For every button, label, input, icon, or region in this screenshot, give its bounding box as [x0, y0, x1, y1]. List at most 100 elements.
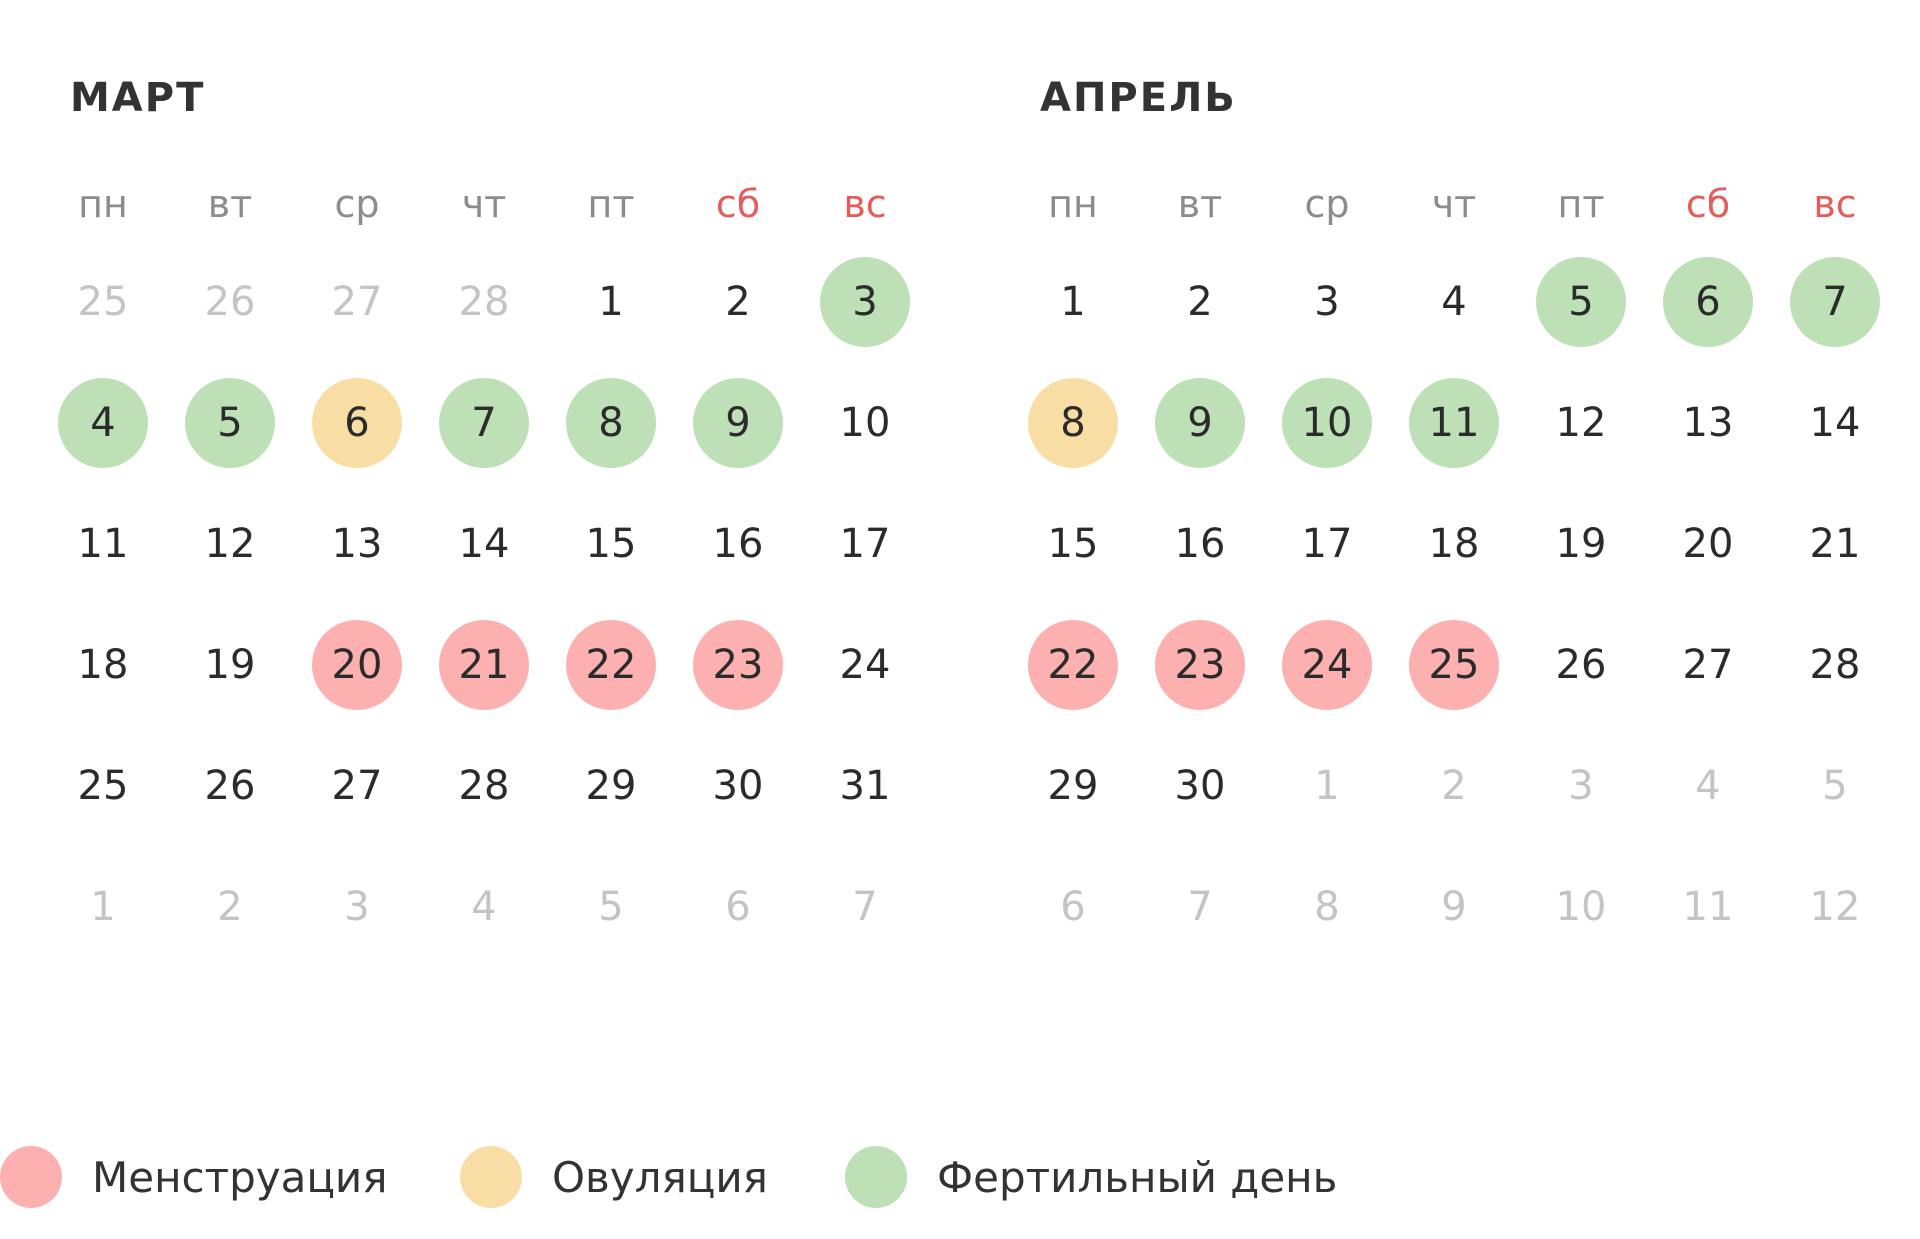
- day-cell[interactable]: 11: [1682, 884, 1734, 930]
- day-cell[interactable]: 20: [1682, 521, 1734, 567]
- day-cell[interactable]: 28: [458, 279, 510, 325]
- day-cell-fertile[interactable]: 8: [566, 378, 656, 468]
- weekday-label: пн: [1048, 182, 1098, 226]
- day-cell[interactable]: 1: [1060, 279, 1086, 325]
- day-cell[interactable]: 4: [1695, 763, 1721, 809]
- day-cell[interactable]: 1: [1314, 763, 1340, 809]
- day-cell-ovulation[interactable]: 8: [1028, 378, 1118, 468]
- legend-swatch-ovulation: [460, 1146, 522, 1208]
- day-cell-fertile[interactable]: 9: [693, 378, 783, 468]
- day-cell[interactable]: 10: [1555, 884, 1607, 930]
- day-cell[interactable]: 28: [1809, 642, 1861, 688]
- day-cell[interactable]: 29: [1047, 763, 1099, 809]
- day-cell[interactable]: 30: [712, 763, 764, 809]
- day-cell[interactable]: 15: [1047, 521, 1099, 567]
- day-cell[interactable]: 26: [204, 279, 256, 325]
- month-title: МАРТ: [70, 75, 206, 121]
- day-cell[interactable]: 10: [839, 400, 891, 446]
- day-cell[interactable]: 8: [1314, 884, 1340, 930]
- day-cell[interactable]: 5: [598, 884, 624, 930]
- day-cell[interactable]: 17: [839, 521, 891, 567]
- day-cell-menstruation[interactable]: 20: [312, 620, 402, 710]
- day-cell[interactable]: 5: [1822, 763, 1848, 809]
- month-0: МАРТ пн вт ср чт пт сб вс 25 26 27 28 1 2 3 4 5 6 7 8 9 10 11 1…: [0, 0, 910, 960]
- weekday-label: пт: [587, 182, 635, 226]
- weekday-label: вт: [1177, 182, 1223, 226]
- day-cell[interactable]: 7: [1187, 884, 1213, 930]
- day-cell-fertile[interactable]: 5: [1536, 257, 1626, 347]
- day-cell-fertile[interactable]: 7: [439, 378, 529, 468]
- day-cell[interactable]: 25: [77, 763, 129, 809]
- day-cell[interactable]: 27: [331, 279, 383, 325]
- day-cell[interactable]: 29: [585, 763, 637, 809]
- day-cell[interactable]: 3: [1568, 763, 1594, 809]
- day-cell[interactable]: 19: [1555, 521, 1607, 567]
- day-cell-menstruation[interactable]: 25: [1409, 620, 1499, 710]
- day-cell-menstruation[interactable]: 23: [1155, 620, 1245, 710]
- day-cell-fertile[interactable]: 6: [1663, 257, 1753, 347]
- day-cell-fertile[interactable]: 10: [1282, 378, 1372, 468]
- day-cell[interactable]: 16: [712, 521, 764, 567]
- day-cell-menstruation[interactable]: 22: [566, 620, 656, 710]
- legend-item-menstruation: Менструация: [0, 1146, 388, 1208]
- day-cell[interactable]: 16: [1174, 521, 1226, 567]
- day-cell[interactable]: 30: [1174, 763, 1226, 809]
- day-cell[interactable]: 9: [1441, 884, 1467, 930]
- day-cell-menstruation[interactable]: 21: [439, 620, 529, 710]
- day-cell[interactable]: 18: [77, 642, 129, 688]
- day-cell[interactable]: 25: [77, 279, 129, 325]
- legend-item-fertile: Фертильный день: [845, 1146, 1337, 1208]
- legend-swatch-fertile: [845, 1146, 907, 1208]
- day-cell[interactable]: 19: [204, 642, 256, 688]
- day-cell[interactable]: 18: [1428, 521, 1480, 567]
- day-cell[interactable]: 7: [852, 884, 878, 930]
- day-cell-menstruation[interactable]: 24: [1282, 620, 1372, 710]
- weekday-label: пт: [1557, 182, 1605, 226]
- day-cell[interactable]: 12: [1555, 400, 1607, 446]
- day-cell[interactable]: 12: [1809, 884, 1861, 930]
- day-cell[interactable]: 13: [331, 521, 383, 567]
- legend-label: Фертильный день: [937, 1152, 1338, 1202]
- day-cell[interactable]: 1: [90, 884, 116, 930]
- weekday-label: чт: [461, 182, 507, 226]
- day-cell[interactable]: 26: [204, 763, 256, 809]
- day-cell[interactable]: 15: [585, 521, 637, 567]
- day-cell[interactable]: 2: [725, 279, 751, 325]
- day-cell[interactable]: 2: [217, 884, 243, 930]
- day-cell-menstruation[interactable]: 23: [693, 620, 783, 710]
- day-cell[interactable]: 26: [1555, 642, 1607, 688]
- day-cell-fertile[interactable]: 9: [1155, 378, 1245, 468]
- day-cell[interactable]: 14: [458, 521, 510, 567]
- day-cell[interactable]: 2: [1187, 279, 1213, 325]
- day-cell-fertile[interactable]: 5: [185, 378, 275, 468]
- day-cell[interactable]: 4: [471, 884, 497, 930]
- day-cell[interactable]: 13: [1682, 400, 1734, 446]
- weekday-label: чт: [1431, 182, 1477, 226]
- day-cell[interactable]: 31: [839, 763, 891, 809]
- day-cell-menstruation[interactable]: 22: [1028, 620, 1118, 710]
- day-cell[interactable]: 3: [344, 884, 370, 930]
- day-cell[interactable]: 17: [1301, 521, 1353, 567]
- day-cell[interactable]: 6: [725, 884, 751, 930]
- day-cell[interactable]: 3: [1314, 279, 1340, 325]
- day-cell[interactable]: 12: [204, 521, 256, 567]
- day-cell[interactable]: 1: [598, 279, 624, 325]
- day-cell[interactable]: 28: [458, 763, 510, 809]
- weekday-label: сб: [715, 182, 761, 226]
- day-cell-fertile[interactable]: 4: [58, 378, 148, 468]
- weekday-label: сб: [1685, 182, 1731, 226]
- day-cell[interactable]: 27: [331, 763, 383, 809]
- day-cell[interactable]: 21: [1809, 521, 1861, 567]
- day-cell-ovulation[interactable]: 6: [312, 378, 402, 468]
- day-cell-fertile[interactable]: 7: [1790, 257, 1880, 347]
- day-cell[interactable]: 24: [839, 642, 891, 688]
- day-cell-fertile[interactable]: 3: [820, 257, 910, 347]
- day-cell[interactable]: 4: [1441, 279, 1467, 325]
- day-cell[interactable]: 27: [1682, 642, 1734, 688]
- day-cell-fertile[interactable]: 11: [1409, 378, 1499, 468]
- day-cell[interactable]: 11: [77, 521, 129, 567]
- day-cell[interactable]: 6: [1060, 884, 1086, 930]
- day-cell[interactable]: 2: [1441, 763, 1467, 809]
- weekday-label: ср: [334, 182, 380, 226]
- day-cell[interactable]: 14: [1809, 400, 1861, 446]
